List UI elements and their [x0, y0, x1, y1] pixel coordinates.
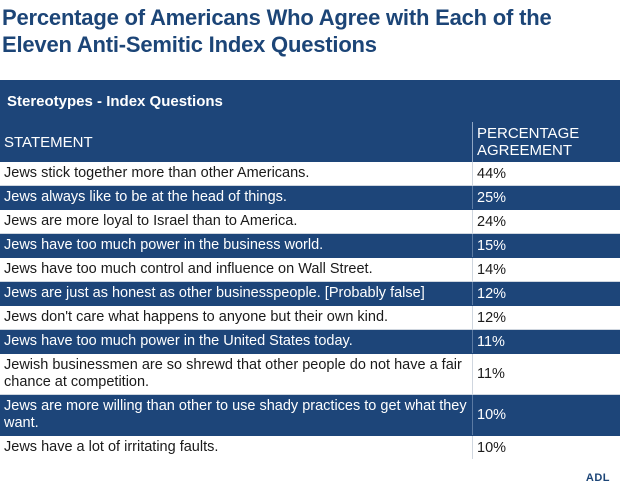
- row-value: 24%: [472, 210, 620, 233]
- row-value: 12%: [472, 282, 620, 305]
- table-row: Jews have too much power in the business…: [0, 234, 620, 258]
- row-statement: Jews are more loyal to Israel than to Am…: [4, 213, 298, 229]
- row-value: 44%: [472, 162, 620, 185]
- table-row: Jews stick together more than other Amer…: [0, 162, 620, 186]
- table-row: Jews have a lot of irritating faults. 10…: [0, 436, 620, 459]
- table-row: Jews are more loyal to Israel than to Am…: [0, 210, 620, 234]
- row-value: 12%: [472, 306, 620, 329]
- row-value: 10%: [472, 436, 620, 459]
- table-row: Jews are more willing than other to use …: [0, 395, 620, 436]
- row-statement: Jewish businessmen are so shrewd that ot…: [4, 357, 462, 390]
- row-statement: Jews stick together more than other Amer…: [4, 165, 310, 181]
- row-statement: Jews always like to be at the head of th…: [4, 189, 287, 205]
- row-value: 11%: [472, 354, 620, 394]
- table-row: Jews don't care what happens to anyone b…: [0, 306, 620, 330]
- table-row: Jews have too much control and influence…: [0, 258, 620, 282]
- row-statement: Jews have a lot of irritating faults.: [4, 439, 219, 455]
- table-row: Jews have too much power in the United S…: [0, 330, 620, 354]
- row-statement: Jews don't care what happens to anyone b…: [4, 309, 389, 325]
- section-heading: Stereotypes - Index Questions: [0, 80, 620, 122]
- column-header-row: STATEMENT PERCENTAGE AGREEMENT: [0, 122, 620, 162]
- row-statement: Jews are just as honest as other busines…: [4, 285, 425, 301]
- table-row: Jews always like to be at the head of th…: [0, 186, 620, 210]
- page-title: Percentage of Americans Who Agree with E…: [2, 5, 552, 57]
- table-row: Jews are just as honest as other busines…: [0, 282, 620, 306]
- row-statement: Jews are more willing than other to use …: [4, 398, 467, 431]
- row-value: 10%: [472, 395, 620, 435]
- adl-logo: ADL: [585, 472, 610, 484]
- row-value: 14%: [472, 258, 620, 281]
- row-value: 15%: [472, 234, 620, 257]
- row-value: 11%: [472, 330, 620, 353]
- row-statement: Jews have too much control and influence…: [4, 261, 373, 277]
- column-header-statement: STATEMENT: [4, 133, 93, 151]
- column-header-percentage: PERCENTAGE AGREEMENT: [472, 122, 620, 162]
- table-row: Jewish businessmen are so shrewd that ot…: [0, 354, 620, 395]
- data-table: Stereotypes - Index Questions STATEMENT …: [0, 80, 620, 459]
- row-statement: Jews have too much power in the business…: [4, 237, 324, 253]
- row-value: 25%: [472, 186, 620, 209]
- row-statement: Jews have too much power in the United S…: [4, 333, 353, 349]
